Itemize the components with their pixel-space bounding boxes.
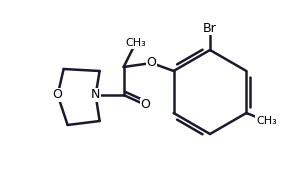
Text: O: O	[141, 98, 151, 112]
Text: CH₃: CH₃	[125, 38, 146, 48]
Text: Br: Br	[203, 22, 217, 35]
Text: N: N	[91, 89, 100, 102]
Text: N: N	[91, 89, 100, 102]
Text: CH₃: CH₃	[256, 116, 277, 126]
Text: O: O	[147, 56, 157, 70]
Text: O: O	[53, 89, 62, 102]
